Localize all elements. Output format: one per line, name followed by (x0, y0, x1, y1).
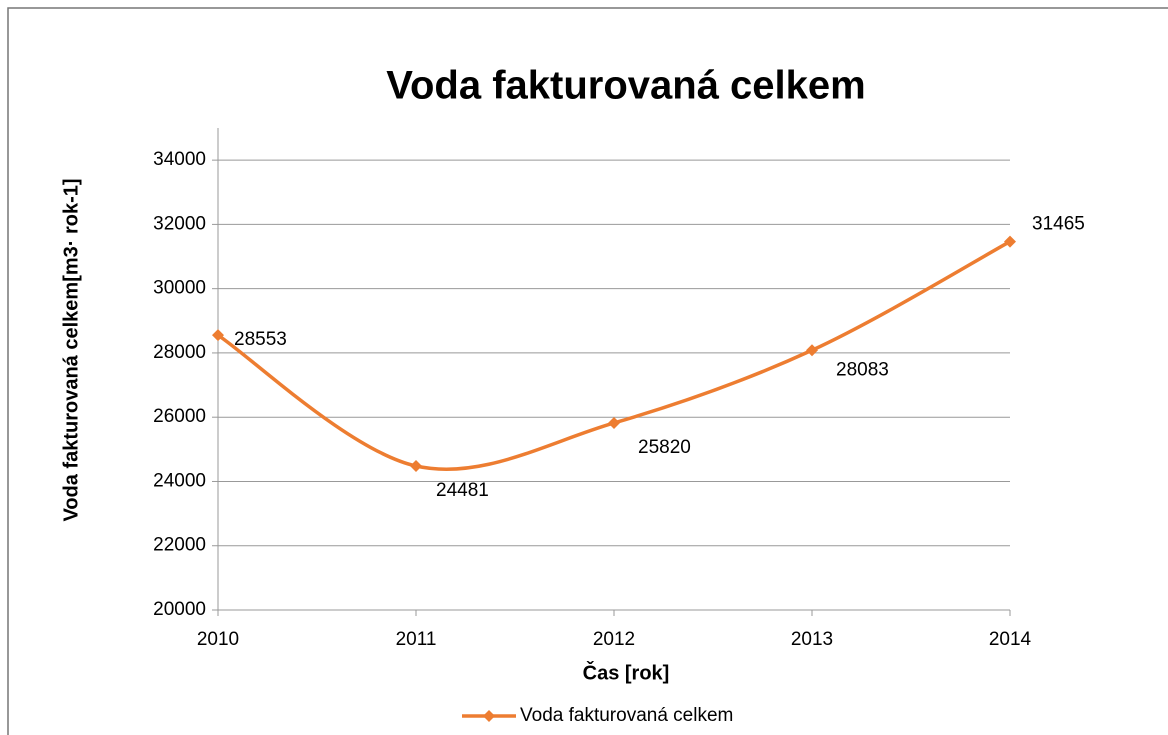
data-label: 31465 (1032, 214, 1085, 235)
x-axis-title: Čas [rok] (583, 660, 670, 684)
point-marker (1004, 235, 1016, 248)
x-tick-label: 2010 (197, 629, 239, 650)
x-tick-label: 2014 (989, 629, 1032, 650)
data-label: 25820 (638, 437, 691, 458)
y-tick-label: 34000 (153, 149, 206, 170)
x-tick-label: 2011 (396, 629, 437, 650)
x-tick-label: 2012 (593, 629, 635, 650)
chart-title: Voda fakturovaná celkem (386, 64, 865, 108)
data-label: 28083 (836, 359, 889, 380)
y-tick-label: 24000 (153, 470, 206, 491)
point-marker (608, 416, 620, 429)
y-tick-label: 26000 (153, 406, 206, 427)
y-tick-label: 22000 (153, 535, 206, 556)
data-label: 24481 (436, 480, 489, 501)
point-marker (410, 460, 422, 473)
data-label: 28553 (234, 329, 287, 350)
y-tick-label: 30000 (153, 278, 206, 299)
legend-label: Voda fakturovaná celkem (520, 705, 733, 726)
y-axis-title: Voda fakturovaná celkem[m3· rok-1] (60, 178, 82, 521)
chart-frame (7, 7, 1168, 735)
legend-marker (483, 710, 495, 722)
x-tick-label: 2013 (791, 629, 833, 650)
point-marker (212, 329, 224, 342)
y-tick-label: 28000 (153, 342, 206, 363)
point-marker (806, 344, 818, 357)
y-tick-label: 32000 (153, 213, 206, 234)
y-tick-label: 20000 (153, 599, 206, 620)
